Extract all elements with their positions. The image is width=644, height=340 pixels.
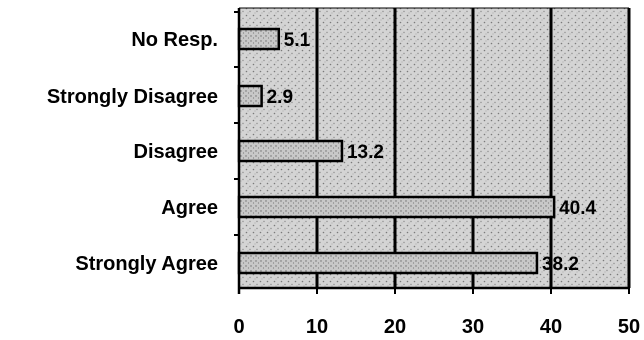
bar-3 bbox=[237, 195, 556, 219]
x-tick-label-20: 20 bbox=[384, 316, 406, 338]
category-label-0: No Resp. bbox=[131, 29, 218, 51]
gridlines bbox=[239, 7, 631, 288]
value-label-3: 40.4 bbox=[559, 198, 596, 219]
x-tick-label-10: 10 bbox=[306, 316, 328, 338]
bar-2 bbox=[237, 139, 344, 163]
x-tick-labels: 0 10 20 30 40 50 bbox=[233, 316, 640, 338]
bar-0 bbox=[237, 27, 281, 51]
value-label-1: 2.9 bbox=[267, 87, 293, 108]
value-label-4: 38.2 bbox=[542, 254, 579, 275]
value-label-0: 5.1 bbox=[284, 30, 311, 51]
category-label-2: Disagree bbox=[134, 141, 219, 163]
category-label-1: Strongly Disagree bbox=[47, 86, 218, 108]
axes bbox=[234, 8, 630, 294]
category-label-3: Agree bbox=[161, 197, 218, 219]
x-tick-label-0: 0 bbox=[233, 316, 244, 338]
x-tick-label-50: 50 bbox=[618, 316, 640, 338]
bar-4 bbox=[237, 251, 539, 275]
x-tick-label-30: 30 bbox=[462, 316, 484, 338]
x-tick-label-40: 40 bbox=[540, 316, 562, 338]
value-label-2: 13.2 bbox=[347, 142, 384, 163]
category-label-4: Strongly Agree bbox=[75, 253, 218, 275]
bar-1 bbox=[237, 84, 263, 108]
value-labels: 5.1 2.9 13.2 40.4 38.2 bbox=[267, 30, 597, 275]
category-labels: No Resp. Strongly Disagree Disagree Agree St… bbox=[47, 29, 218, 275]
